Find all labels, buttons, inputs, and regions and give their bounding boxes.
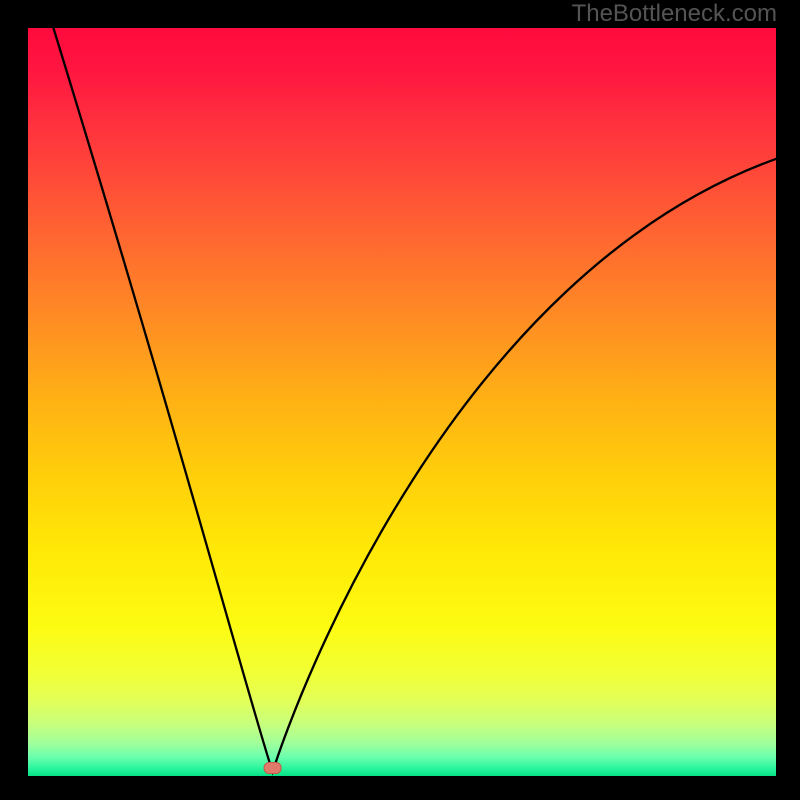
frame-side xyxy=(0,776,800,800)
frame-side xyxy=(0,0,28,800)
curve-layer xyxy=(28,28,776,776)
plot-area xyxy=(28,28,776,776)
watermark-text: TheBottleneck.com xyxy=(572,0,777,28)
bottleneck-curve xyxy=(53,28,776,772)
frame-side xyxy=(776,0,800,800)
chart-container: TheBottleneck.com xyxy=(0,0,800,800)
optimum-marker xyxy=(264,763,281,774)
